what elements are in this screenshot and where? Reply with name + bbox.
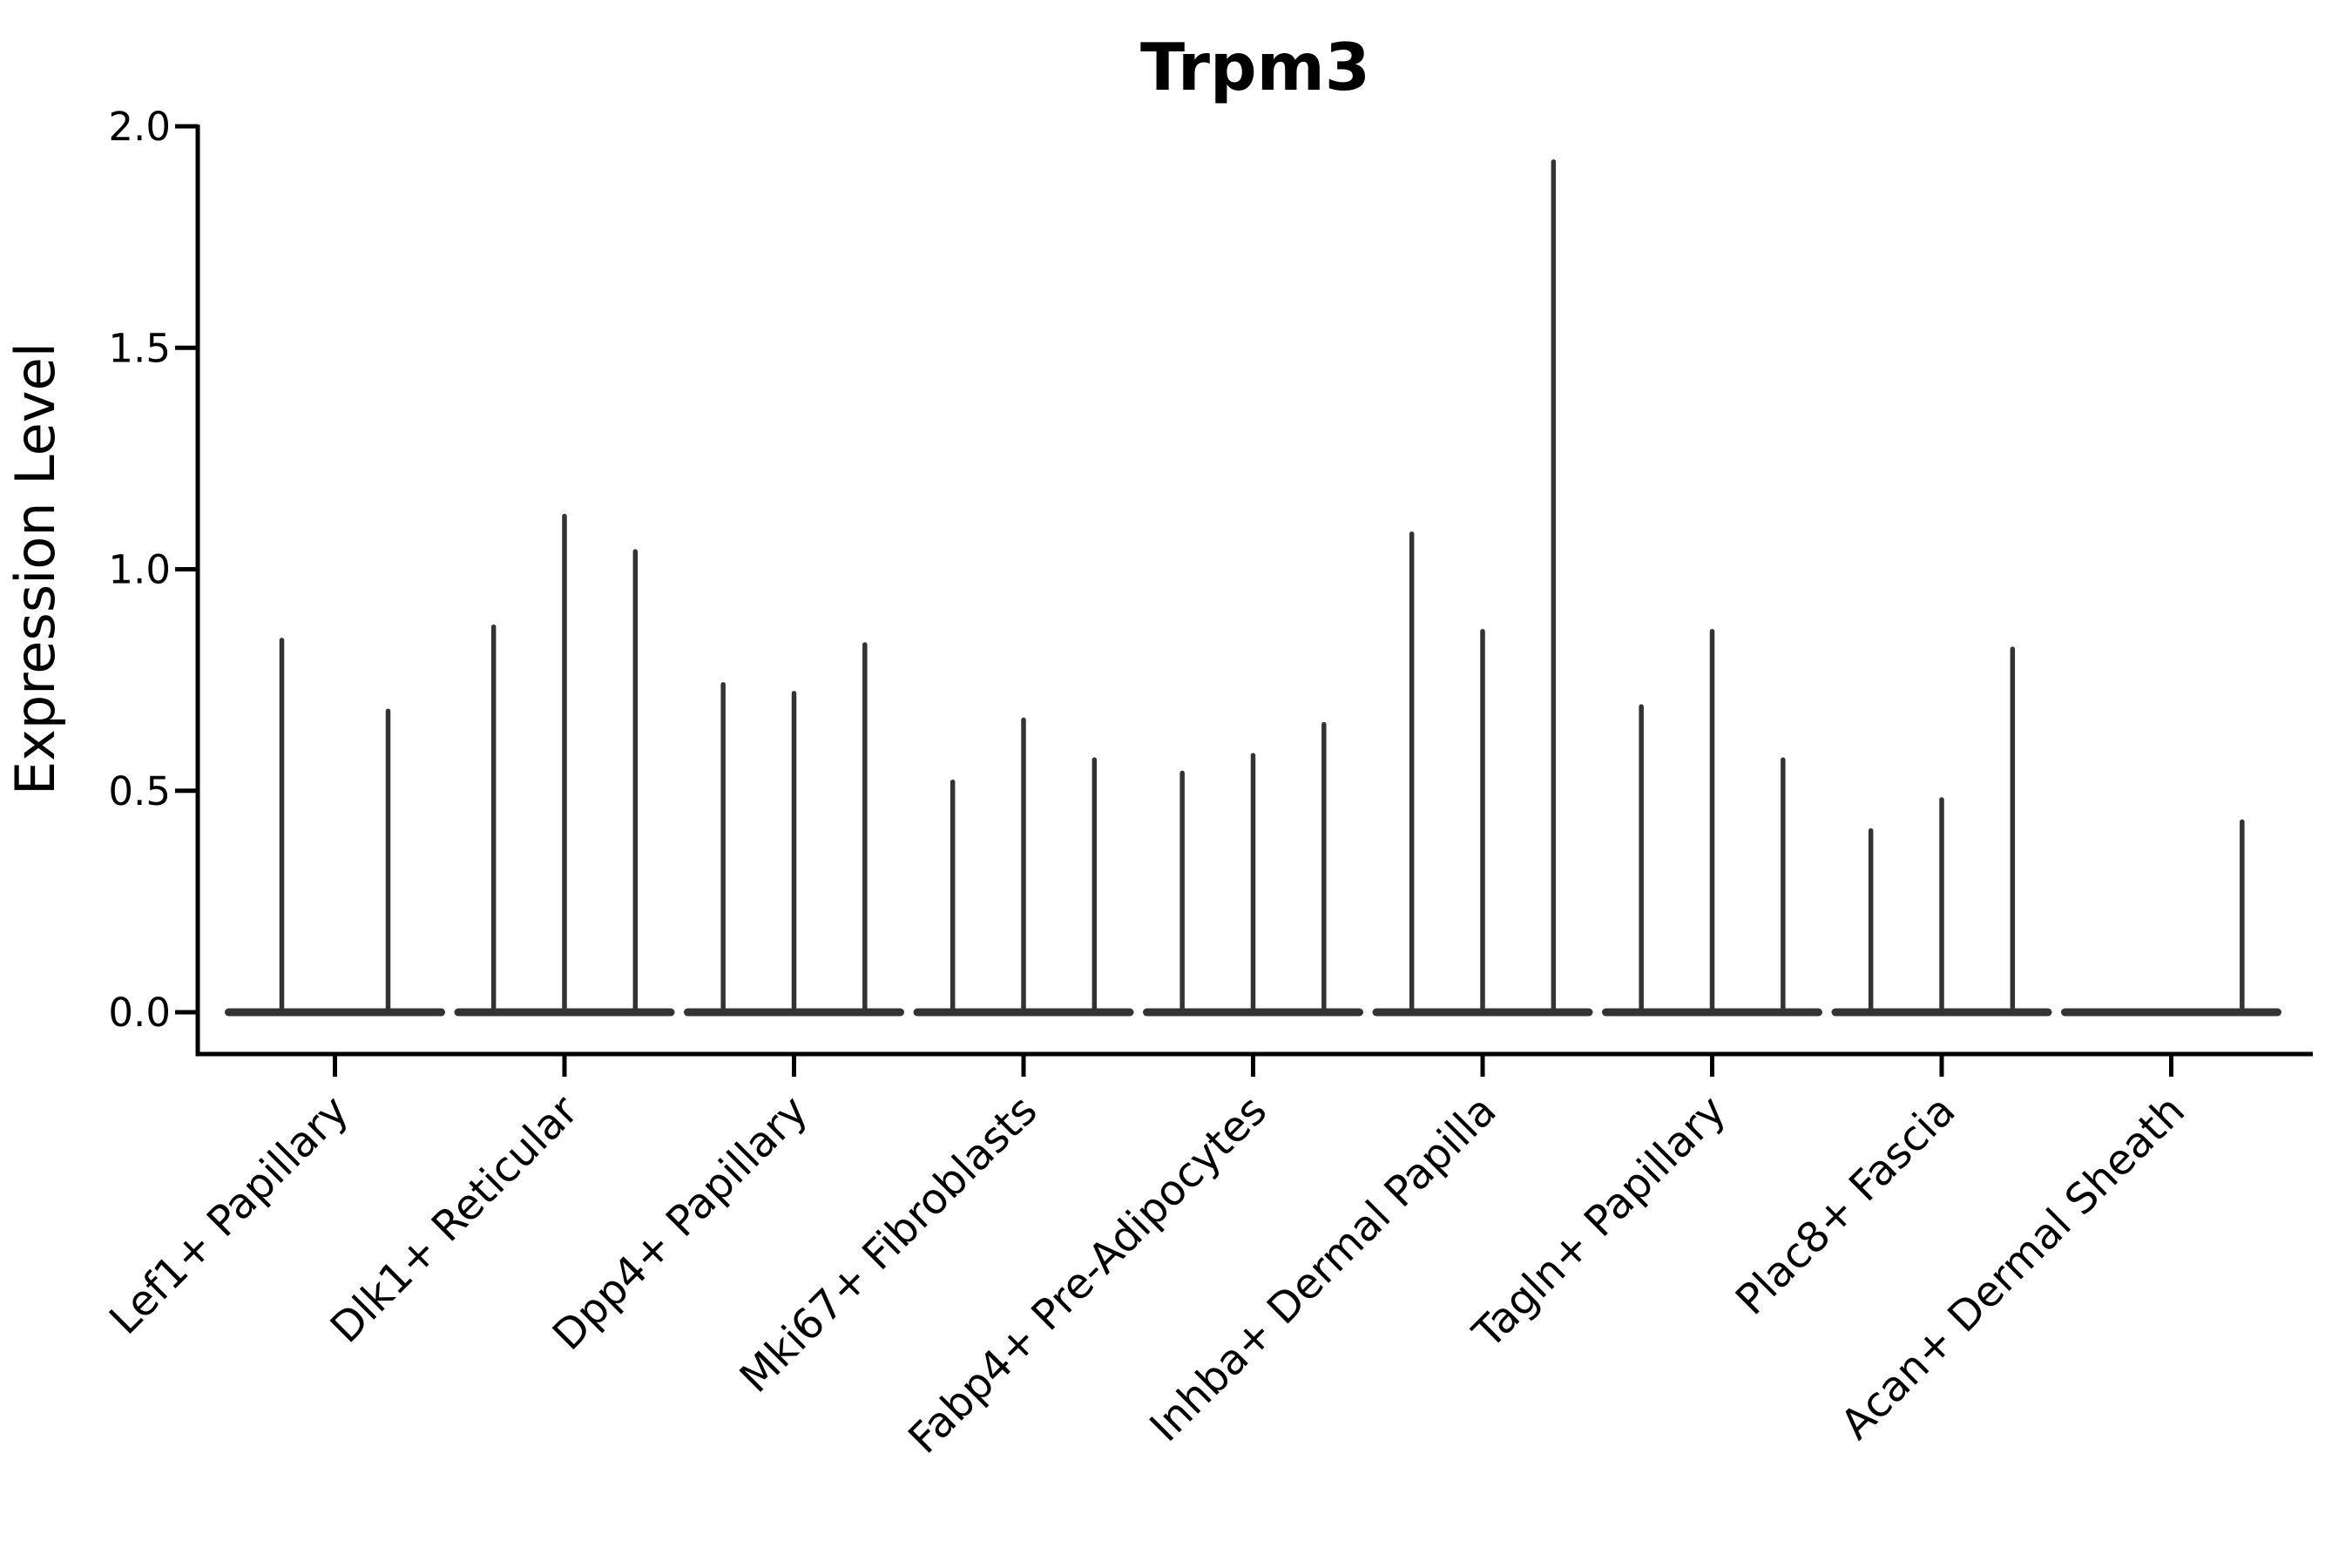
violin-group bbox=[1602, 628, 1822, 1017]
x-tick-label: Lef1+ Papillary bbox=[100, 1086, 358, 1344]
x-tick-label: Dlk1+ Reticular bbox=[321, 1086, 588, 1353]
violins bbox=[225, 159, 2281, 1017]
y-tick-label: 2.0 bbox=[108, 104, 171, 150]
violin-group bbox=[454, 513, 675, 1017]
violin-group bbox=[2061, 819, 2281, 1017]
violin-group bbox=[1143, 721, 1363, 1017]
axes bbox=[175, 124, 2313, 1077]
x-tick-label: Plac8+ Fascia bbox=[1727, 1086, 1965, 1325]
y-tick-label: 0.5 bbox=[108, 768, 171, 814]
violin-group bbox=[684, 642, 904, 1017]
violin-group bbox=[225, 638, 445, 1017]
y-tick-label: 1.5 bbox=[108, 325, 171, 371]
chart-title: Trpm3 bbox=[1140, 29, 1370, 105]
y-tick-label: 0.0 bbox=[108, 990, 171, 1036]
x-tick-label: Dpp4+ Papillary bbox=[544, 1086, 817, 1360]
violin-group bbox=[1372, 159, 1593, 1017]
x-tick-label: Tagln+ Papillary bbox=[1463, 1086, 1735, 1358]
violin-group bbox=[1831, 646, 2052, 1017]
y-tick-labels: 0.0 0.5 1.0 1.5 2.0 bbox=[108, 104, 171, 1036]
y-axis-label: Expression Level bbox=[3, 342, 67, 795]
violin-group bbox=[913, 717, 1134, 1017]
y-tick-label: 1.0 bbox=[108, 547, 171, 593]
